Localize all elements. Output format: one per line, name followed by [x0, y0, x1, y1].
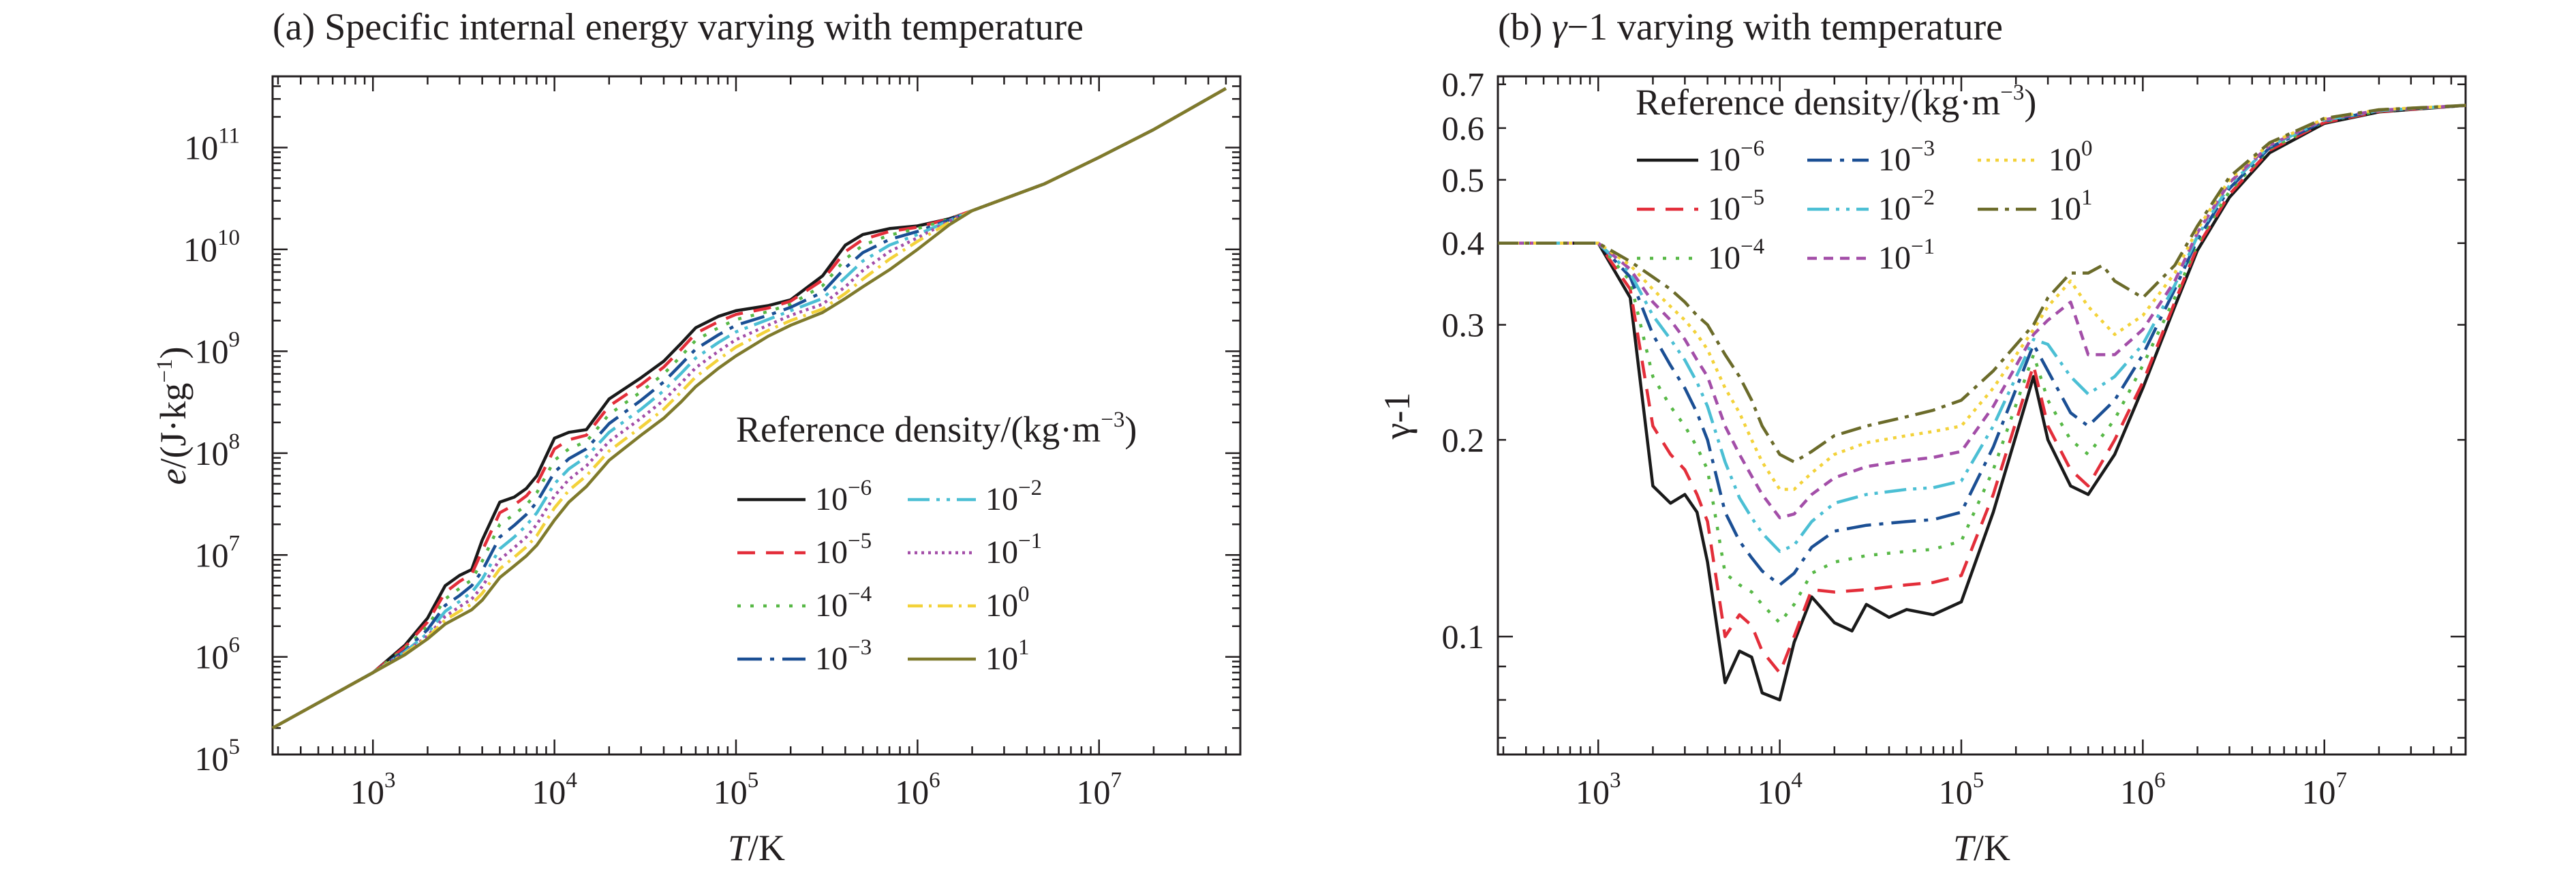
- legend-label: 10−5: [815, 529, 872, 570]
- y-tick-label: 0.2: [1442, 421, 1485, 459]
- panel-b-y-axis-label: γ-1: [1377, 393, 1417, 440]
- series-line-6: [1498, 104, 2466, 491]
- panel-a-series-lines: [271, 87, 1227, 730]
- x-tick-label: 104: [1757, 768, 1803, 811]
- y-tick-label: 0.6: [1442, 109, 1485, 147]
- series-line-0: [271, 87, 1227, 730]
- x-tick-label: 105: [714, 768, 759, 811]
- panel-b-series-lines: [1498, 104, 2466, 702]
- y-tick-label: 0.4: [1442, 224, 1485, 262]
- panel-b-plot-frame: [1497, 75, 2467, 756]
- y-tick-label: 105: [195, 735, 241, 778]
- y-tick-label: 0.5: [1442, 161, 1485, 199]
- y-tick-label: 0.3: [1442, 306, 1485, 344]
- series-line-7: [271, 87, 1227, 730]
- legend-label: 10−1: [985, 529, 1042, 570]
- y-tick-label: 0.1: [1442, 618, 1485, 656]
- x-tick-label: 104: [532, 768, 577, 811]
- series-line-3: [1498, 104, 2466, 587]
- legend-label: 10−4: [815, 582, 872, 624]
- y-tick-label: 109: [195, 327, 241, 370]
- panel-b-gamma-chart: (b) γ−1 varying with temperature 103 104 1…: [1377, 6, 2467, 868]
- y-tick-label: 107: [195, 531, 241, 574]
- legend-label: 10−6: [815, 476, 872, 517]
- legend-label: 10−4: [1708, 234, 1764, 276]
- legend-label: 101: [985, 635, 1030, 677]
- legend-label: 10−5: [1708, 185, 1764, 227]
- panel-a-energy-chart: (a) Specific internal energy varying wit…: [153, 6, 1242, 868]
- legend-label: 10−2: [1878, 185, 1935, 227]
- panel-a-x-axis-label: T/K: [728, 827, 785, 868]
- series-line-4: [271, 87, 1227, 730]
- panel-a-legend: Reference density/(kg·m−3) 10−610−510−41…: [736, 408, 1137, 677]
- x-tick-label: 103: [1576, 768, 1621, 811]
- panel-a-plot-frame: [271, 75, 1242, 756]
- series-line-7: [1498, 104, 2466, 464]
- legend-label: 10−1: [1878, 234, 1935, 276]
- panel-a-tick-labels: 103 104 105 106 107 105 106 107 108 109 1010 1011: [183, 123, 1122, 811]
- panel-b-legend: Reference density/(kg·m−3) 10−610−510−41…: [1636, 80, 2093, 276]
- panel-b-x-axis-label: T/K: [1953, 827, 2010, 868]
- y-tick-label: 108: [195, 429, 241, 472]
- series-line-1: [1498, 104, 2466, 675]
- panel-b-legend-items: 10−6 10−5 10−4 10−3 10−2 10−1 100 101: [1637, 136, 2093, 276]
- panel-a-legend-title: Reference density/(kg·m−3): [736, 408, 1137, 450]
- legend-label: 100: [985, 582, 1030, 624]
- panel-b-legend-title: Reference density/(kg·m−3): [1636, 80, 2036, 123]
- x-tick-label: 107: [1076, 768, 1122, 811]
- series-line-6: [271, 87, 1227, 730]
- y-tick-label: 0.7: [1442, 65, 1485, 104]
- series-line-5: [1498, 104, 2466, 519]
- y-tick-label: 1010: [183, 226, 240, 269]
- legend-label: 10−6: [1708, 136, 1764, 178]
- panel-a-legend-items: 10−6 10−5 10−4 10−3 10−2 10−1 100 101: [737, 476, 1042, 677]
- series-line-1: [271, 87, 1227, 730]
- panel-a-y-axis-label: e/(J·kg−1): [153, 346, 194, 485]
- series-line-4: [1498, 104, 2466, 553]
- legend-label: 10−3: [1878, 136, 1935, 178]
- series-line-5: [271, 87, 1227, 730]
- x-tick-label: 105: [1939, 768, 1984, 811]
- series-line-2: [271, 87, 1227, 730]
- panel-a-ticks: [273, 75, 1242, 754]
- series-line-3: [271, 87, 1227, 730]
- legend-label: 101: [2049, 185, 2093, 227]
- series-line-0: [1498, 104, 2466, 702]
- legend-label: 100: [2049, 136, 2093, 178]
- y-tick-label: 1011: [184, 123, 240, 166]
- legend-label: 10−3: [815, 635, 872, 677]
- legend-label: 10−2: [985, 476, 1042, 517]
- panel-b-title: (b) γ−1 varying with temperature: [1498, 6, 2003, 48]
- x-tick-label: 106: [2120, 768, 2166, 811]
- panel-b-ticks: [1498, 76, 2467, 754]
- panel-b-tick-labels: 103 104 105 106 107 0.1 0.2 0.3 0.4 0.5 0.6 0.7: [1442, 65, 2347, 811]
- x-tick-label: 107: [2301, 768, 2347, 811]
- x-tick-label: 106: [895, 768, 940, 811]
- x-tick-label: 103: [350, 768, 396, 811]
- y-tick-label: 106: [195, 633, 241, 676]
- panel-a-title: (a) Specific internal energy varying wit…: [273, 6, 1084, 48]
